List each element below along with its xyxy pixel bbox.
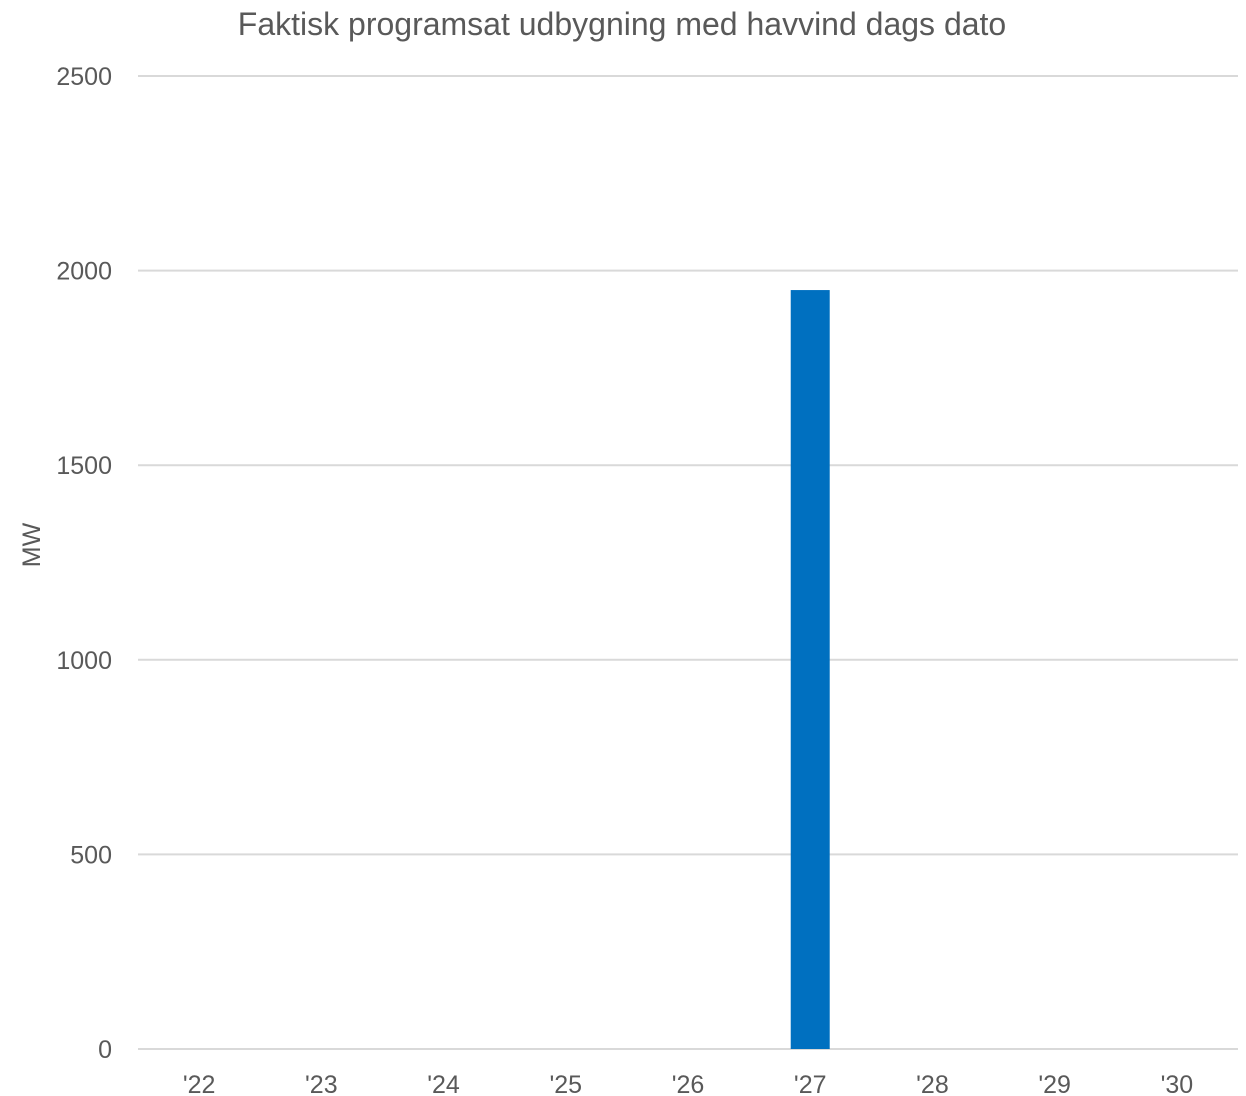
x-tick-label: '22 [183, 1071, 216, 1096]
y-tick-label: 500 [70, 841, 112, 869]
chart-title: Faktisk programsat udbygning med havvind… [238, 6, 1006, 42]
y-tick-label: 1500 [56, 452, 112, 480]
x-tick-label: '24 [427, 1071, 460, 1096]
x-axis-ticks: '22 '23 '24 '25 '26 '27 '28 '29 '30 [183, 1071, 1193, 1096]
x-tick-label: '25 [549, 1071, 582, 1096]
x-tick-label: '28 [916, 1071, 949, 1096]
x-tick-label: '23 [305, 1071, 338, 1096]
bar-27 [790, 290, 830, 1049]
y-axis-ticks: 0 500 1000 1500 2000 2500 [56, 63, 112, 1064]
x-tick-label: '26 [672, 1071, 705, 1096]
y-tick-label: 1000 [56, 647, 112, 675]
x-tick-label: '30 [1161, 1071, 1194, 1096]
y-axis-title: MW [18, 522, 46, 567]
bars [790, 290, 830, 1049]
y-tick-label: 2500 [56, 63, 112, 91]
x-tick-label: '27 [794, 1071, 827, 1096]
x-tick-label: '29 [1038, 1071, 1071, 1096]
gridlines [138, 75, 1238, 1050]
y-tick-label: 0 [98, 1036, 112, 1064]
y-tick-label: 2000 [56, 258, 112, 286]
